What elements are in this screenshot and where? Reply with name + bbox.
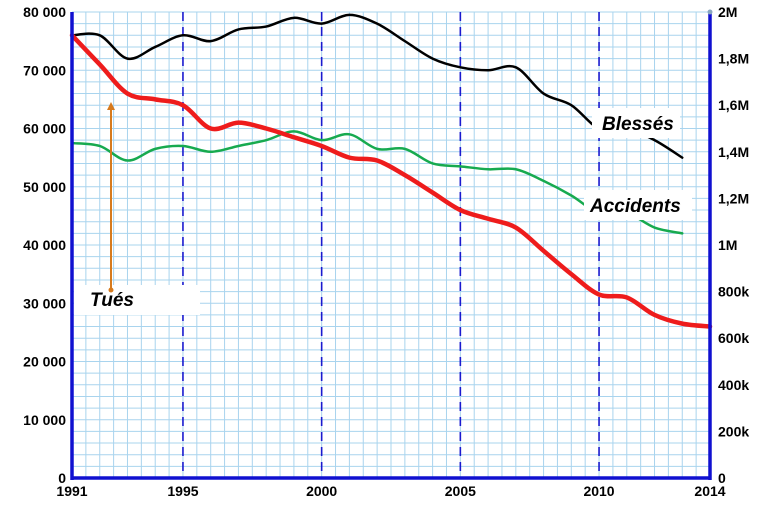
- y-right-tick-label: 800k: [718, 284, 749, 300]
- series-layer: [69, 13, 713, 329]
- x-tick-label: 2014: [694, 483, 725, 499]
- y-left-tick-label: 50 000: [23, 179, 66, 195]
- y-left-tick-label: 0: [58, 470, 66, 486]
- x-tick-label: 2010: [583, 483, 614, 499]
- series-line-tues: [69, 33, 713, 329]
- y-right-tick-label: 1,8M: [718, 51, 749, 67]
- y-right-tick-label: 0: [718, 470, 726, 486]
- label-bg-tues: [74, 285, 200, 315]
- tues-pointer-arrowhead: [107, 102, 115, 110]
- y-left-tick-label: 40 000: [23, 237, 66, 253]
- y-right-tick-label: 2M: [718, 4, 737, 20]
- y-left-tick-label: 10 000: [23, 412, 66, 428]
- right-axis-cap: [707, 9, 713, 15]
- y-right-tick-label: 1M: [718, 237, 737, 253]
- series-label-blesses: Blessés: [602, 114, 674, 135]
- x-tick-label: 2000: [306, 483, 337, 499]
- label-bg-accidents: [584, 190, 692, 220]
- x-tick-label: 1991: [56, 483, 87, 499]
- x-tick-label: 1995: [167, 483, 198, 499]
- tues-pointer-dot: [108, 287, 114, 293]
- y-left-tick-label: 70 000: [23, 62, 66, 78]
- tick-labels: 0 10 000 20 000 30 000 40 000 50 000 60 000 70 …: [23, 4, 749, 499]
- minor-gridlines: [71, 11, 711, 479]
- y-left-tick-label: 30 000: [23, 295, 66, 311]
- series-label-tues: Tués: [90, 290, 134, 311]
- y-left-tick-label: 80 000: [23, 4, 66, 20]
- y-left-tick-label: 60 000: [23, 121, 66, 137]
- axes: [70, 9, 713, 480]
- y-right-tick-label: 1,4M: [718, 144, 749, 160]
- major-gridlines: [182, 12, 600, 478]
- y-right-tick-label: 1,2M: [718, 190, 749, 206]
- series-label-accidents: Accidents: [589, 196, 681, 217]
- y-right-tick-label: 600k: [718, 330, 749, 346]
- y-right-tick-label: 200k: [718, 423, 749, 439]
- y-right-tick-label: 400k: [718, 377, 749, 393]
- series-line-blesses: [70, 13, 684, 159]
- label-bg-blesses: [592, 108, 680, 138]
- x-tick-label: 2005: [445, 483, 476, 499]
- y-left-tick-label: 20 000: [23, 354, 66, 370]
- y-right-tick-label: 1,6M: [718, 97, 749, 113]
- series-line-accidents: [70, 130, 684, 235]
